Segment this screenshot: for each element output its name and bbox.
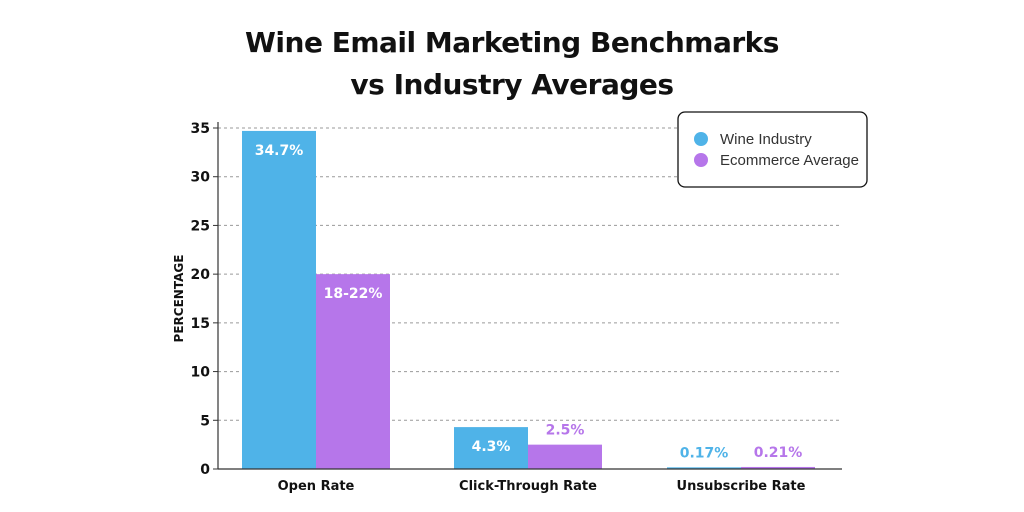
data-label: 2.5% [546,423,585,439]
y-tick-label: 35 [191,121,210,137]
chart-title-line-2: vs Industry Averages [350,68,674,101]
y-tick-label: 20 [191,267,211,283]
y-tick-label: 10 [191,365,211,381]
x-category-label: Open Rate [278,479,355,494]
y-tick-label: 30 [191,170,211,186]
y-tick-label: 25 [191,218,210,234]
chart-title: Wine Email Marketing Benchmarks vs Indus… [0,22,1024,106]
data-label: 18-22% [324,286,383,302]
bar-ecommerce-average [316,274,390,469]
legend-label: Ecommerce Average [720,152,859,169]
bar-wine-industry [667,467,741,469]
x-category-label: Unsubscribe Rate [677,479,806,494]
bar-wine-industry [454,427,528,469]
legend-marker [694,153,708,167]
bar-ecommerce-average [528,444,602,469]
data-label: 0.21% [754,445,803,461]
data-label: 4.3% [472,439,511,455]
bar-wine-industry [242,130,316,469]
legend-label: Wine Industry [720,131,812,148]
x-category-label: Click-Through Rate [459,479,597,494]
y-tick-label: 15 [191,316,210,332]
chart-title-line-1: Wine Email Marketing Benchmarks [245,26,779,59]
data-label: 0.17% [680,445,729,461]
data-label: 34.7% [255,143,304,159]
y-tick-label: 5 [200,413,210,429]
bar-ecommerce-average [741,466,815,469]
y-tick-label: 0 [200,462,210,478]
legend-marker [694,132,708,146]
y-axis-title: PERCENTAGE [172,255,186,343]
legend-box [677,111,868,188]
